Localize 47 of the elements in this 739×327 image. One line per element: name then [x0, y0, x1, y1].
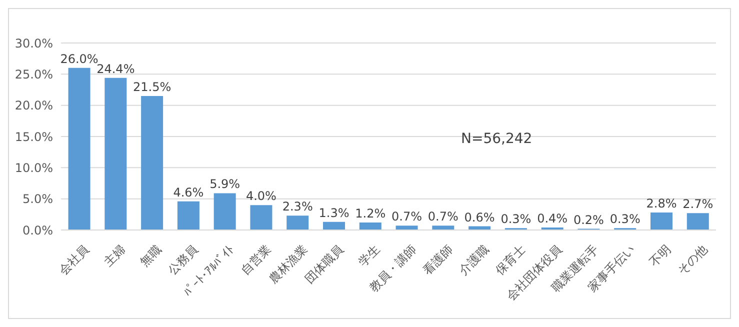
x-tick-label: その他: [674, 242, 710, 278]
data-label: 0.7%: [428, 210, 458, 224]
annotation: N=56,242: [461, 131, 532, 147]
bar: [650, 212, 672, 230]
y-tick-label: 15.0%: [14, 130, 53, 144]
y-tick-label: 0.0%: [22, 223, 53, 238]
bar: [177, 201, 200, 230]
x-tick-label: 介護職: [456, 242, 492, 278]
data-label: 2.3%: [282, 200, 313, 214]
data-label: 0.6%: [464, 210, 495, 224]
data-label: 1.3%: [318, 206, 350, 220]
bar: [359, 222, 382, 230]
x-tick-label: 不明: [646, 242, 674, 270]
data-label: 24.4%: [96, 62, 135, 76]
data-label: 0.3%: [610, 212, 640, 226]
data-label: 0.2%: [573, 212, 604, 227]
x-tick-label: 無職: [137, 242, 164, 270]
y-tick-label: 20.0%: [14, 98, 53, 113]
x-tick-label: 学生: [356, 242, 383, 270]
data-label: 4.0%: [246, 189, 276, 204]
y-tick-label: 5.0%: [22, 192, 53, 206]
data-label: 5.9%: [210, 177, 240, 192]
bar: [686, 213, 709, 230]
x-tick-label: 看護師: [420, 242, 456, 278]
data-label: 0.7%: [392, 210, 422, 224]
data-label: 21.5%: [132, 80, 172, 94]
data-label: 4.6%: [173, 185, 204, 200]
x-tick-label: 会社員: [56, 242, 92, 278]
bar: [286, 216, 309, 230]
bar: [68, 68, 90, 230]
bar: [214, 193, 236, 230]
data-label: 1.2%: [355, 206, 386, 221]
bar: [104, 78, 127, 230]
data-label: 2.8%: [646, 196, 677, 211]
bar: [141, 96, 164, 230]
data-label: 2.7%: [682, 197, 714, 212]
bar: [250, 205, 272, 230]
y-tick-label: 10.0%: [14, 160, 53, 175]
data-label: 0.4%: [537, 212, 568, 226]
data-label: 0.3%: [500, 212, 532, 226]
x-tick-label: 主婦: [101, 242, 128, 270]
y-tick-label: 25.0%: [14, 67, 53, 82]
data-label: 26.0%: [60, 52, 98, 66]
y-tick-label: 30.0%: [14, 36, 53, 50]
bar: [432, 226, 454, 230]
bar: [323, 222, 345, 230]
bar: [396, 226, 418, 230]
